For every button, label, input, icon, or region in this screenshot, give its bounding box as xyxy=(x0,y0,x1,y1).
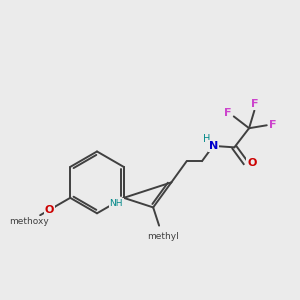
Text: N: N xyxy=(209,141,218,151)
Text: methyl: methyl xyxy=(147,232,178,241)
Text: O: O xyxy=(45,205,54,215)
Text: H: H xyxy=(203,134,210,143)
Text: NH: NH xyxy=(110,199,123,208)
Text: F: F xyxy=(250,99,258,109)
Text: F: F xyxy=(224,108,231,118)
Text: O: O xyxy=(247,158,257,168)
Text: F: F xyxy=(269,120,277,130)
Text: methoxy: methoxy xyxy=(10,217,49,226)
